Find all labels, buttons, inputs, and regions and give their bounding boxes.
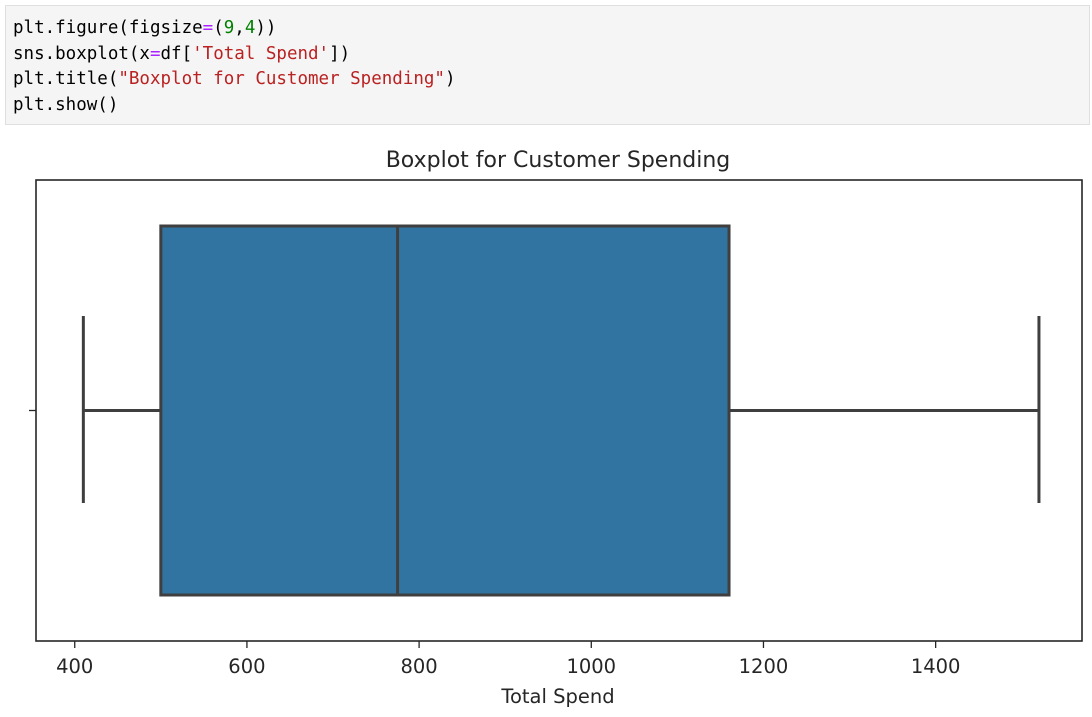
code-line: sns.boxplot(x=df['Total Spend']) [13,42,1082,68]
x-tick-label: 400 [56,655,93,678]
code-token: 9 [223,18,235,38]
code-token: df[ [160,43,193,64]
x-tick-label: 800 [400,655,437,678]
code-line: plt.title("Boxplot for Customer Spending… [13,67,1082,93]
code-token: 4 [244,18,256,38]
code-token: 'Total Spend' [192,43,330,64]
code-cell[interactable]: plt.figure(figsize=(9,4)) sns.boxplot(x=d… [5,5,1090,125]
code-token: ( [213,18,224,38]
x-tick-label: 1000 [566,655,616,678]
code-token: , [234,18,245,38]
code-token: = [149,43,161,64]
code-line: plt.figure(figsize=(9,4)) [13,16,1082,42]
code-token: )) [255,18,277,38]
x-axis-label: Total Spend [500,685,614,708]
code-token: "Boxplot for Customer Spending" [118,69,445,89]
code-lines: plt.figure(figsize=(9,4)) sns.boxplot(x=d… [13,16,1082,118]
chart-title: Boxplot for Customer Spending [386,148,731,173]
code-token: ]) [329,43,351,64]
code-token: plt.show() [13,94,119,115]
code-token: plt.figure(figsize [13,18,203,38]
code-token: sns.boxplot(x [13,43,150,64]
code-token: = [202,18,214,38]
x-tick-label: 1200 [739,655,789,678]
code-token: plt.title( [13,69,119,89]
code-token: ) [444,69,456,89]
x-tick-label: 600 [228,655,265,678]
code-line: plt.show() [13,93,1082,119]
x-tick-label: 1400 [911,655,961,678]
iqr-box [159,224,731,597]
